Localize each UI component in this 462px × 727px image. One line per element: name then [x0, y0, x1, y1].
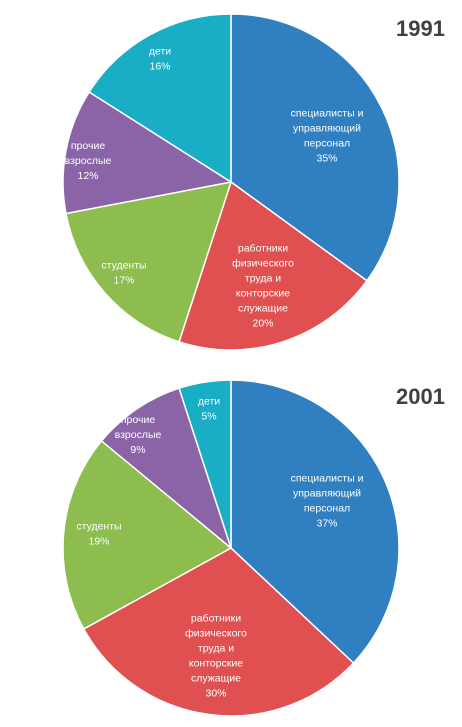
pie-chart-1991: 1991 специалисты и управляющий персонал 35%… [62, 13, 445, 351]
slice-value-specialists: 37% [316, 518, 337, 530]
slice-name-line: работники [238, 243, 288, 255]
slice-value-children: 5% [201, 411, 216, 423]
slice-label-workers: работники физического труда и конторские слу… [232, 243, 294, 330]
slice-name-line: дети [149, 46, 171, 58]
slice-value-workers: 20% [252, 318, 273, 330]
slice-label-other-adults: прочие взрослые 9% [115, 414, 162, 456]
slice-label-students: студенты 19% [76, 521, 121, 548]
slice-name-line: персонал [304, 138, 350, 150]
slice-value-other-adults: 9% [130, 444, 145, 456]
chart-title-1991: 1991 [396, 16, 445, 41]
slice-name-line: специалисты и [291, 108, 364, 120]
pie-chart-2001: 2001 специалисты и управляющий персонал 37%… [62, 379, 445, 717]
slice-label-workers: работники физического труда и конторские слу… [185, 613, 247, 700]
slice-name-line: дети [198, 396, 220, 408]
slice-name-line: прочие [71, 140, 105, 152]
slice-name-line: студенты [101, 260, 146, 272]
slice-name-line: труда и [245, 273, 281, 285]
slice-label-children: дети 16% [149, 46, 171, 73]
slice-label-children: дети 5% [198, 396, 220, 423]
pie-slice-other-adults [62, 90, 234, 215]
pie-slice-students [65, 181, 233, 343]
slice-name-line: управляющий [293, 123, 361, 135]
slice-name-line: студенты [76, 521, 121, 533]
slice-name-line: конторские [236, 288, 290, 300]
slice-name-line: управляющий [293, 488, 361, 500]
pie-slice-specialists [230, 13, 400, 282]
pie-slice-students [62, 439, 233, 630]
slice-name-line: физического [185, 628, 247, 640]
pie-slice-workers [82, 547, 355, 717]
slice-name-line: конторские [189, 658, 243, 670]
slice-label-students: студенты 17% [101, 260, 146, 287]
slice-value-students: 19% [88, 536, 109, 548]
slice-name-line: персонал [304, 503, 350, 515]
slice-name-line: труда и [198, 643, 234, 655]
slice-name-line: физического [232, 258, 294, 270]
slice-value-students: 17% [113, 275, 134, 287]
pie-slice-specialists [230, 379, 400, 665]
slice-label-specialists: специалисты и управляющий персонал 35% [291, 108, 364, 165]
slice-value-children: 16% [149, 61, 170, 73]
chart-title-2001: 2001 [396, 384, 445, 409]
slice-name-line: служащие [191, 673, 241, 685]
slice-name-line: прочие [121, 414, 155, 426]
slice-name-line: специалисты и [291, 473, 364, 485]
slice-label-other-adults: прочие взрослые 12% [65, 140, 112, 182]
pie-slice-other-adults [100, 387, 233, 551]
slice-name-line: работники [191, 613, 241, 625]
slice-value-specialists: 35% [316, 153, 337, 165]
pie-slice-children [88, 13, 232, 184]
slice-value-other-adults: 12% [77, 170, 98, 182]
slice-label-specialists: специалисты и управляющий персонал 37% [291, 473, 364, 530]
slice-value-workers: 30% [205, 688, 226, 700]
slice-name-line: взрослые [115, 429, 162, 441]
slice-name-line: служащие [238, 303, 288, 315]
pie-slice-workers [178, 180, 368, 351]
slice-name-line: взрослые [65, 155, 112, 167]
pie-slice-children [178, 379, 232, 549]
